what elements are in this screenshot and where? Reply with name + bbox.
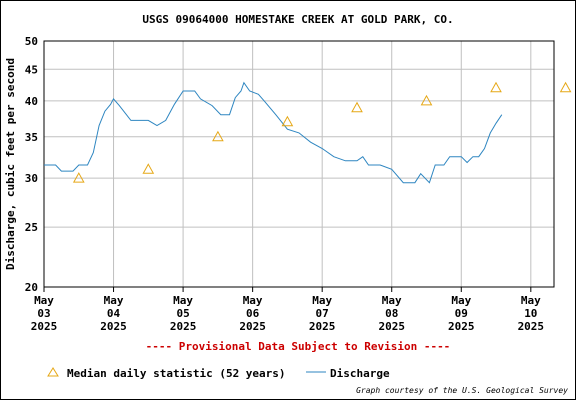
- x-tick-label: May: [34, 294, 54, 307]
- median-point: [559, 81, 572, 93]
- grid: [43, 41, 554, 287]
- x-tick-label: 03: [37, 307, 50, 320]
- x-tick-label: 2025: [170, 320, 197, 333]
- legend-discharge-label: Discharge: [330, 367, 390, 380]
- y-axis-ticks: 20 25 30 35 40 45 50: [25, 35, 38, 294]
- x-tick-label: 09: [455, 307, 468, 320]
- legend-median-label: Median daily statistic (52 years): [67, 367, 286, 380]
- x-tick-label: May: [173, 294, 193, 307]
- y-axis-label: Discharge, cubic feet per second: [4, 58, 17, 270]
- x-tick-label: May: [382, 294, 402, 307]
- x-axis-ticks: May032025May042025May052025May062025May0…: [31, 287, 544, 333]
- x-tick-label: 07: [316, 307, 329, 320]
- x-tick-label: May: [104, 294, 124, 307]
- discharge-series-line: [44, 81, 503, 184]
- median-point: [212, 130, 224, 142]
- median-point: [281, 115, 294, 127]
- y-tick-label: 45: [25, 63, 38, 76]
- x-tick-label: 06: [246, 307, 260, 320]
- x-tick-label: 04: [107, 307, 121, 320]
- x-tick-label: 2025: [239, 320, 266, 333]
- y-tick-label: 50: [25, 35, 38, 48]
- x-tick-label: 2025: [31, 320, 58, 333]
- median-point: [420, 94, 433, 106]
- x-tick-label: May: [312, 294, 332, 307]
- median-point: [351, 101, 363, 113]
- y-tick-label: 30: [25, 172, 38, 185]
- chart-title: USGS 09064000 HOMESTAKE CREEK AT GOLD PA…: [142, 13, 453, 26]
- x-tick-label: 2025: [309, 320, 336, 333]
- median-point: [72, 172, 85, 183]
- y-tick-label: 25: [25, 221, 38, 234]
- y-tick-label: 20: [25, 281, 38, 294]
- x-tick-label: May: [451, 294, 471, 307]
- series: [44, 81, 572, 184]
- x-tick-label: 2025: [448, 320, 475, 333]
- plot-area-border: [43, 40, 555, 288]
- provisional-data-note: ---- Provisional Data Subject to Revisio…: [146, 340, 451, 353]
- median-legend-triangle-icon: [47, 367, 59, 377]
- usgs-credit: Graph courtesy of the U.S. Geological Su…: [356, 386, 568, 395]
- legend: Median daily statistic (52 years) Discha…: [47, 367, 390, 380]
- x-tick-label: 10: [524, 307, 537, 320]
- x-tick-label: 2025: [378, 320, 405, 333]
- median-point: [142, 163, 155, 174]
- x-tick-label: 08: [385, 307, 398, 320]
- x-tick-label: 2025: [518, 320, 545, 333]
- x-tick-label: May: [243, 294, 263, 307]
- x-tick-label: 2025: [100, 320, 127, 333]
- y-tick-label: 35: [25, 131, 38, 144]
- x-tick-label: 05: [176, 307, 189, 320]
- median-point: [490, 81, 502, 93]
- y-tick-label: 40: [25, 95, 38, 108]
- x-tick-label: May: [521, 294, 541, 307]
